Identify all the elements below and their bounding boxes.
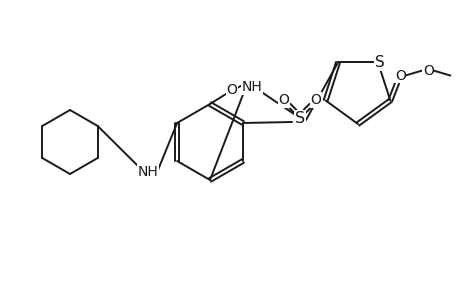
Text: O: O: [278, 93, 289, 107]
Text: O: O: [310, 93, 321, 107]
Text: O: O: [226, 83, 237, 97]
Text: O: O: [394, 68, 405, 83]
Text: O: O: [422, 64, 433, 77]
Text: S: S: [374, 55, 384, 70]
Text: NH: NH: [241, 80, 262, 94]
Text: S: S: [294, 110, 304, 125]
Text: NH: NH: [137, 165, 158, 179]
